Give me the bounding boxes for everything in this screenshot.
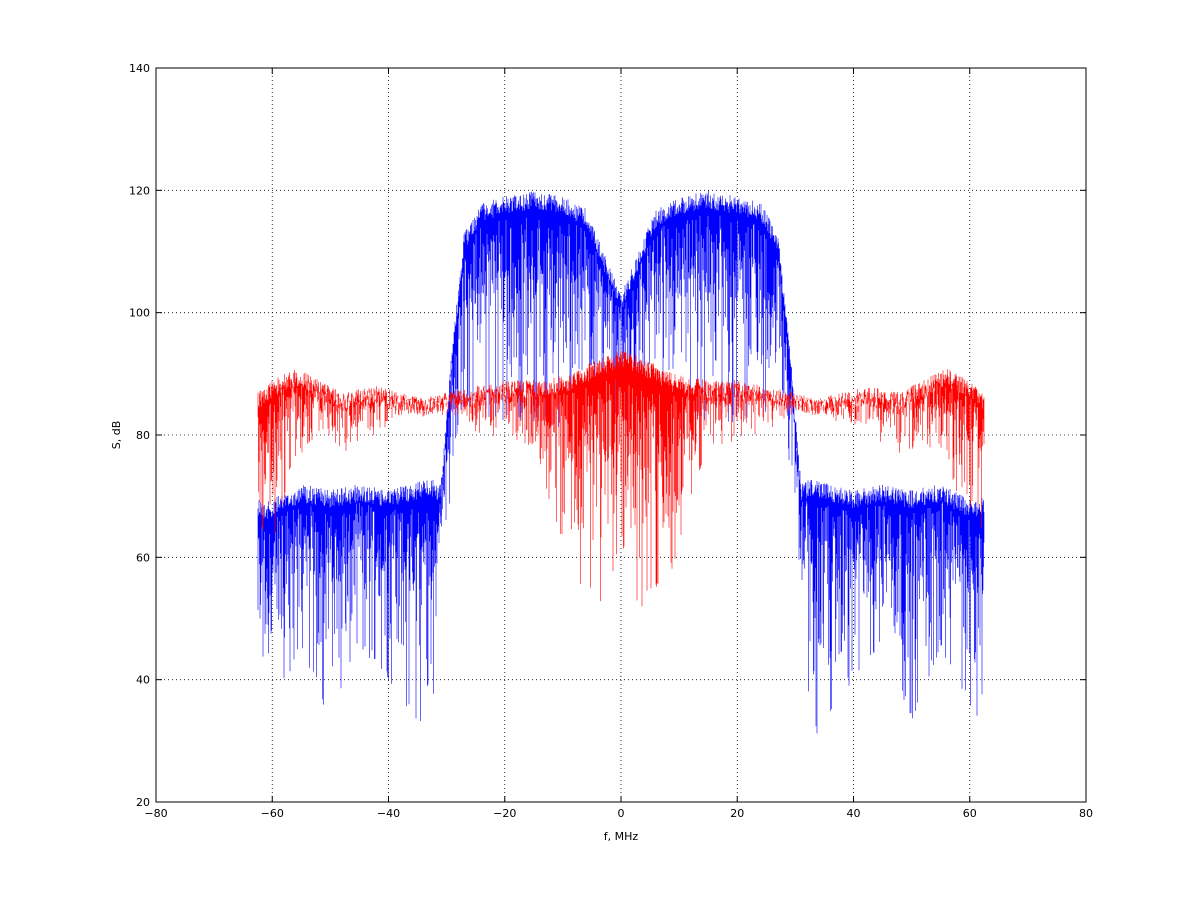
series-layer [257, 190, 985, 734]
y-tick-label: 100 [129, 307, 150, 320]
y-tick-label: 60 [136, 551, 150, 564]
y-axis-label: S, dB [110, 421, 123, 450]
y-tick-label: 80 [136, 429, 150, 442]
y-tick-label: 20 [136, 796, 150, 809]
x-tick-label: 80 [1079, 807, 1093, 820]
y-tick-label: 40 [136, 674, 150, 687]
x-tick-label: −40 [377, 807, 400, 820]
x-tick-label: 40 [847, 807, 861, 820]
x-tick-label: −20 [493, 807, 516, 820]
x-tick-label: 20 [730, 807, 744, 820]
x-tick-label: 0 [618, 807, 625, 820]
x-tick-label: −60 [261, 807, 284, 820]
x-tick-label: 60 [963, 807, 977, 820]
ticks: −80 −60 −40 −20 0 20 40 60 80 20 40 60 80 100 120 140 [129, 62, 1093, 820]
x-tick-label: −80 [144, 807, 167, 820]
y-tick-label: 140 [129, 62, 150, 75]
series-2-trace [257, 349, 985, 607]
y-tick-label: 120 [129, 184, 150, 197]
x-axis-label: f, MHz [604, 830, 639, 843]
series-1-trace [257, 190, 985, 734]
